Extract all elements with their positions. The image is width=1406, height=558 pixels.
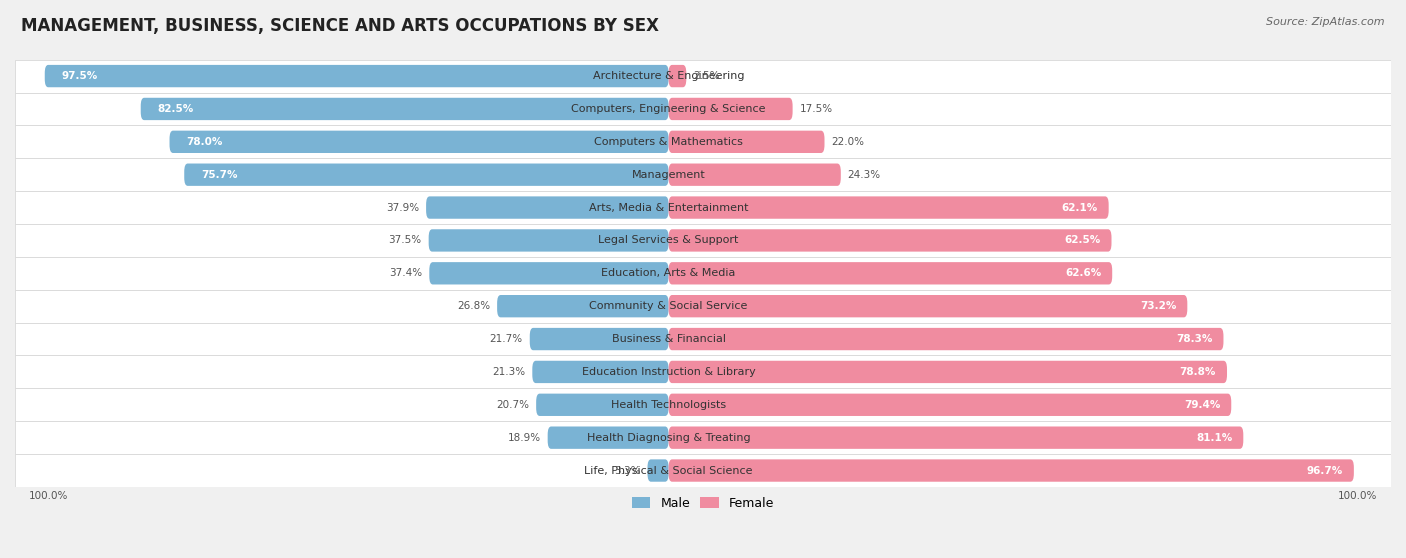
- Text: 2.5%: 2.5%: [693, 71, 720, 81]
- Text: Education Instruction & Library: Education Instruction & Library: [582, 367, 755, 377]
- Text: 62.1%: 62.1%: [1062, 203, 1098, 213]
- FancyBboxPatch shape: [498, 295, 669, 318]
- Bar: [15, 257, 1391, 290]
- Text: Architecture & Engineering: Architecture & Engineering: [593, 71, 744, 81]
- Text: 78.8%: 78.8%: [1180, 367, 1216, 377]
- Text: 97.5%: 97.5%: [62, 71, 97, 81]
- Text: 20.7%: 20.7%: [496, 400, 529, 410]
- FancyBboxPatch shape: [669, 426, 1243, 449]
- Text: 79.4%: 79.4%: [1184, 400, 1220, 410]
- Bar: [15, 421, 1391, 454]
- Text: 37.4%: 37.4%: [389, 268, 422, 278]
- Text: Computers, Engineering & Science: Computers, Engineering & Science: [571, 104, 766, 114]
- FancyBboxPatch shape: [669, 459, 1354, 482]
- FancyBboxPatch shape: [669, 65, 686, 87]
- Text: Health Diagnosing & Treating: Health Diagnosing & Treating: [586, 432, 751, 442]
- Text: 17.5%: 17.5%: [800, 104, 832, 114]
- Text: 100.0%: 100.0%: [1339, 491, 1378, 501]
- Bar: [15, 355, 1391, 388]
- Text: 21.3%: 21.3%: [492, 367, 526, 377]
- Bar: [15, 60, 1391, 93]
- FancyBboxPatch shape: [426, 196, 669, 219]
- Text: 62.5%: 62.5%: [1064, 235, 1101, 246]
- Text: 18.9%: 18.9%: [508, 432, 541, 442]
- Bar: [15, 290, 1391, 323]
- Text: 3.3%: 3.3%: [614, 465, 641, 475]
- Text: 26.8%: 26.8%: [457, 301, 491, 311]
- Text: Health Technologists: Health Technologists: [612, 400, 725, 410]
- FancyBboxPatch shape: [669, 229, 1112, 252]
- Text: MANAGEMENT, BUSINESS, SCIENCE AND ARTS OCCUPATIONS BY SEX: MANAGEMENT, BUSINESS, SCIENCE AND ARTS O…: [21, 17, 659, 35]
- FancyBboxPatch shape: [669, 131, 824, 153]
- Text: 75.7%: 75.7%: [201, 170, 238, 180]
- FancyBboxPatch shape: [669, 393, 1232, 416]
- Text: 81.1%: 81.1%: [1197, 432, 1232, 442]
- FancyBboxPatch shape: [536, 393, 669, 416]
- Bar: [15, 158, 1391, 191]
- FancyBboxPatch shape: [429, 229, 669, 252]
- FancyBboxPatch shape: [669, 196, 1109, 219]
- Text: 96.7%: 96.7%: [1306, 465, 1343, 475]
- Text: Legal Services & Support: Legal Services & Support: [599, 235, 738, 246]
- Text: Computers & Mathematics: Computers & Mathematics: [595, 137, 742, 147]
- FancyBboxPatch shape: [429, 262, 669, 285]
- FancyBboxPatch shape: [648, 459, 669, 482]
- FancyBboxPatch shape: [669, 295, 1187, 318]
- Text: Source: ZipAtlas.com: Source: ZipAtlas.com: [1267, 17, 1385, 27]
- Text: 78.3%: 78.3%: [1175, 334, 1212, 344]
- FancyBboxPatch shape: [45, 65, 669, 87]
- FancyBboxPatch shape: [530, 328, 669, 350]
- Text: Life, Physical & Social Science: Life, Physical & Social Science: [585, 465, 752, 475]
- Text: 37.5%: 37.5%: [388, 235, 422, 246]
- Text: Education, Arts & Media: Education, Arts & Media: [602, 268, 735, 278]
- Bar: [15, 454, 1391, 487]
- FancyBboxPatch shape: [548, 426, 669, 449]
- FancyBboxPatch shape: [669, 163, 841, 186]
- Bar: [15, 323, 1391, 355]
- FancyBboxPatch shape: [669, 328, 1223, 350]
- Text: 73.2%: 73.2%: [1140, 301, 1177, 311]
- Text: 62.6%: 62.6%: [1064, 268, 1101, 278]
- Text: 37.9%: 37.9%: [387, 203, 419, 213]
- Text: Arts, Media & Entertainment: Arts, Media & Entertainment: [589, 203, 748, 213]
- Text: 82.5%: 82.5%: [157, 104, 194, 114]
- FancyBboxPatch shape: [669, 98, 793, 120]
- Bar: [15, 388, 1391, 421]
- FancyBboxPatch shape: [170, 131, 669, 153]
- Text: Management: Management: [631, 170, 706, 180]
- Bar: [15, 126, 1391, 158]
- FancyBboxPatch shape: [141, 98, 669, 120]
- Bar: [15, 224, 1391, 257]
- FancyBboxPatch shape: [184, 163, 669, 186]
- Text: Community & Social Service: Community & Social Service: [589, 301, 748, 311]
- FancyBboxPatch shape: [533, 361, 669, 383]
- FancyBboxPatch shape: [669, 361, 1227, 383]
- Legend: Male, Female: Male, Female: [627, 492, 779, 515]
- Text: 24.3%: 24.3%: [848, 170, 880, 180]
- FancyBboxPatch shape: [669, 262, 1112, 285]
- Text: 78.0%: 78.0%: [186, 137, 222, 147]
- Bar: [15, 191, 1391, 224]
- Text: 21.7%: 21.7%: [489, 334, 523, 344]
- Text: Business & Financial: Business & Financial: [612, 334, 725, 344]
- Bar: [15, 93, 1391, 126]
- Text: 22.0%: 22.0%: [831, 137, 865, 147]
- Text: 100.0%: 100.0%: [28, 491, 67, 501]
